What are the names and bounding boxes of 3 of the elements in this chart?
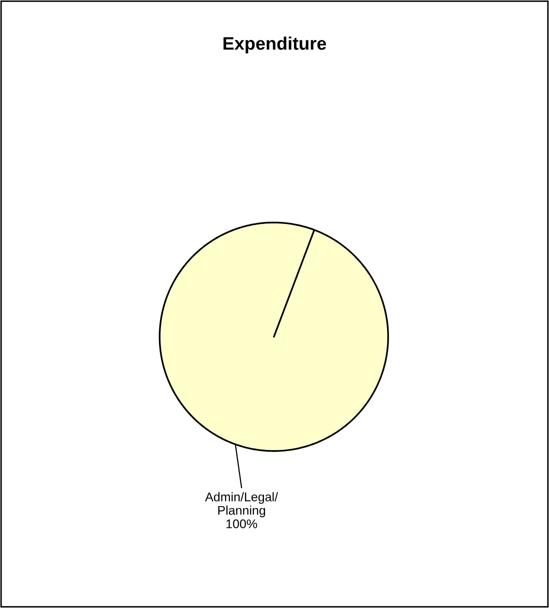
slice-label: Admin/Legal/ Planning	[205, 492, 278, 518]
chart-title: Expenditure	[224, 36, 326, 54]
data-label: 100%	[226, 519, 258, 528]
